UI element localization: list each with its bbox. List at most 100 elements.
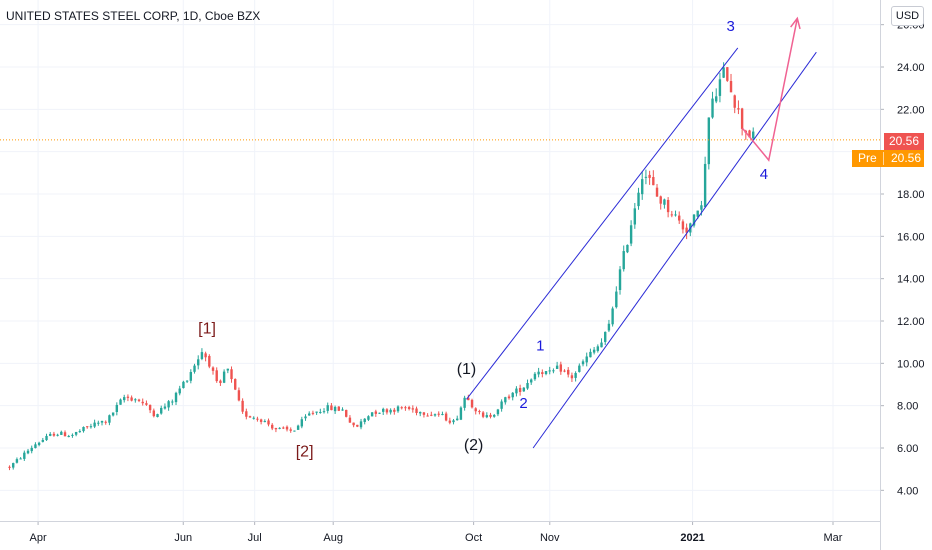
candle xyxy=(611,306,614,327)
candle xyxy=(678,211,681,224)
candle xyxy=(430,411,433,417)
candle-body xyxy=(703,163,707,208)
candle-body xyxy=(293,430,296,432)
candle xyxy=(200,348,204,361)
candle xyxy=(541,369,544,378)
candle xyxy=(359,418,363,430)
candle-body xyxy=(145,403,148,405)
candle xyxy=(8,465,11,471)
candle xyxy=(326,402,329,414)
candle-body xyxy=(463,397,466,408)
wave-label: [2] xyxy=(296,443,314,460)
candle-body xyxy=(193,365,196,372)
candle-body xyxy=(515,388,518,394)
candle-body xyxy=(41,439,45,442)
candle xyxy=(663,198,666,209)
candle-body xyxy=(74,431,78,435)
candle xyxy=(52,431,56,437)
candle-body xyxy=(622,251,625,270)
candle-body xyxy=(241,400,244,412)
candle-body xyxy=(34,444,37,449)
candle xyxy=(726,67,729,82)
wave-label: (1) xyxy=(457,361,477,378)
candle xyxy=(711,91,714,119)
candle xyxy=(485,412,489,419)
candle-body xyxy=(71,434,74,436)
candle-body xyxy=(86,426,89,428)
candle xyxy=(163,403,167,410)
candle xyxy=(552,368,555,374)
candle-body xyxy=(197,359,200,366)
candle xyxy=(441,411,444,416)
candle xyxy=(82,426,85,433)
candle-body xyxy=(419,411,422,414)
candle-body xyxy=(485,415,489,418)
candle xyxy=(30,445,33,454)
candle xyxy=(178,385,181,396)
candle xyxy=(15,457,19,464)
candle xyxy=(34,442,37,449)
candle-body xyxy=(696,210,699,217)
candle-body xyxy=(552,370,555,372)
candle-body xyxy=(570,375,574,379)
candle xyxy=(259,418,263,425)
candle-body xyxy=(278,427,281,429)
candle xyxy=(419,411,422,417)
y-tick-label: 14.00 xyxy=(897,274,925,286)
candle-body xyxy=(237,390,241,401)
currency-button[interactable]: USD xyxy=(891,6,924,26)
candle xyxy=(703,156,707,208)
candle-body xyxy=(626,244,629,253)
candle-body xyxy=(337,406,341,411)
candle xyxy=(729,73,733,93)
candle-body xyxy=(607,323,611,331)
candle xyxy=(93,419,96,429)
candle xyxy=(655,183,659,197)
candle xyxy=(293,430,296,432)
candle xyxy=(567,367,570,378)
candle xyxy=(740,107,744,136)
candle-body xyxy=(226,368,230,371)
candle xyxy=(337,406,341,412)
candle xyxy=(518,384,522,396)
candle xyxy=(478,409,481,415)
candle xyxy=(322,408,326,414)
candle xyxy=(333,405,337,414)
candle xyxy=(226,368,230,374)
candle xyxy=(666,197,670,218)
x-tick-label: Apr xyxy=(30,532,47,544)
candle xyxy=(563,369,566,373)
candle-body xyxy=(752,131,755,139)
candle-body xyxy=(219,380,222,384)
candle-body xyxy=(637,192,640,207)
candle-body xyxy=(596,346,600,351)
candle-body xyxy=(300,419,304,427)
candle xyxy=(396,405,400,413)
candle-body xyxy=(322,411,326,413)
candle-body xyxy=(8,466,11,468)
candle-body xyxy=(130,397,133,401)
candle xyxy=(600,338,603,348)
candle-body xyxy=(148,404,152,411)
wave-label: [1] xyxy=(198,321,216,338)
candle xyxy=(533,372,537,381)
candle xyxy=(659,195,662,210)
candle-body xyxy=(256,418,259,420)
candle-body xyxy=(526,382,529,389)
y-tick-label: 8.00 xyxy=(897,401,918,413)
candle xyxy=(156,413,159,418)
candle xyxy=(426,413,429,417)
grid xyxy=(0,0,880,521)
candle xyxy=(470,398,474,409)
candle xyxy=(300,416,304,429)
candle-body xyxy=(333,406,337,412)
premarket-badge: Pre 20.56 xyxy=(852,150,924,167)
candle xyxy=(459,406,463,421)
candle-body xyxy=(533,373,537,380)
candle xyxy=(49,432,52,437)
candle-body xyxy=(345,409,348,417)
candle-body xyxy=(504,397,507,403)
candle-body xyxy=(97,422,100,424)
candle-body xyxy=(718,79,722,96)
